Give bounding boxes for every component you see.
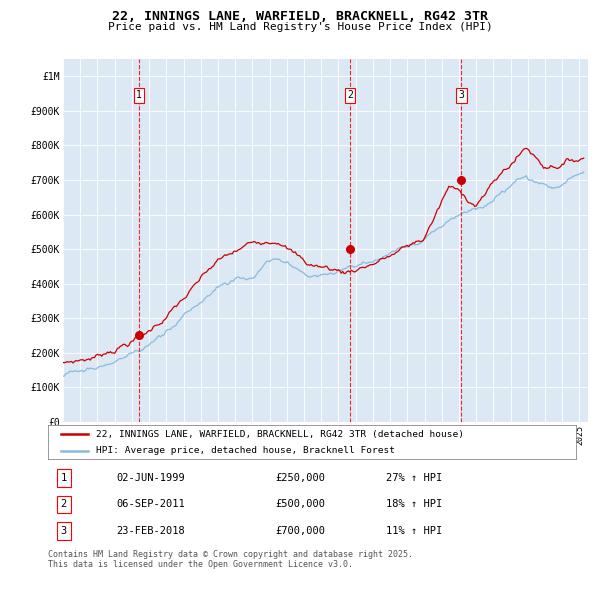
Text: 2: 2 — [347, 90, 353, 100]
Text: Price paid vs. HM Land Registry's House Price Index (HPI): Price paid vs. HM Land Registry's House … — [107, 22, 493, 32]
Text: 06-SEP-2011: 06-SEP-2011 — [116, 500, 185, 509]
Text: 11% ↑ HPI: 11% ↑ HPI — [386, 526, 442, 536]
Text: 1: 1 — [136, 90, 142, 100]
Text: £250,000: £250,000 — [275, 473, 325, 483]
Text: 22, INNINGS LANE, WARFIELD, BRACKNELL, RG42 3TR: 22, INNINGS LANE, WARFIELD, BRACKNELL, R… — [112, 10, 488, 23]
Text: 1: 1 — [61, 473, 67, 483]
Text: 02-JUN-1999: 02-JUN-1999 — [116, 473, 185, 483]
Text: £500,000: £500,000 — [275, 500, 325, 509]
Text: 23-FEB-2018: 23-FEB-2018 — [116, 526, 185, 536]
Text: 3: 3 — [458, 90, 464, 100]
Text: 2: 2 — [61, 500, 67, 509]
Text: £700,000: £700,000 — [275, 526, 325, 536]
Text: 22, INNINGS LANE, WARFIELD, BRACKNELL, RG42 3TR (detached house): 22, INNINGS LANE, WARFIELD, BRACKNELL, R… — [95, 430, 464, 439]
Text: 27% ↑ HPI: 27% ↑ HPI — [386, 473, 442, 483]
Text: HPI: Average price, detached house, Bracknell Forest: HPI: Average price, detached house, Brac… — [95, 446, 395, 455]
Text: 18% ↑ HPI: 18% ↑ HPI — [386, 500, 442, 509]
Text: Contains HM Land Registry data © Crown copyright and database right 2025.
This d: Contains HM Land Registry data © Crown c… — [48, 550, 413, 569]
Text: 3: 3 — [61, 526, 67, 536]
